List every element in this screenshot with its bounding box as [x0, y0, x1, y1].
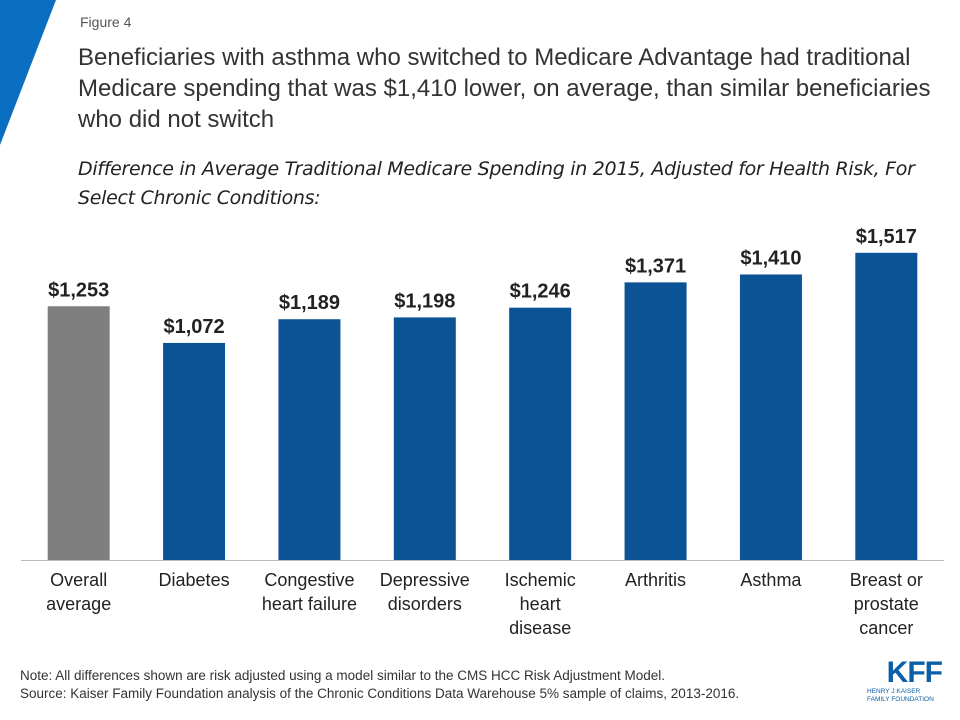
value-label: $1,189: [279, 292, 340, 314]
value-label: $1,410: [740, 247, 801, 269]
note: Note: All differences shown are risk adj…: [20, 668, 666, 683]
bar: [855, 252, 918, 560]
logo-subtitle: HENRY J KAISER FAMILY FOUNDATION: [867, 688, 934, 703]
x-tick-label: Arthritis: [625, 570, 687, 590]
bar: [393, 317, 456, 560]
value-label: $1,072: [163, 316, 224, 338]
value-label: $1,246: [510, 281, 571, 303]
x-tick-label: Ischemic heart disease: [504, 570, 576, 638]
corner-decoration: [0, 0, 56, 145]
chart-title: Beneficiaries with asthma who switched t…: [78, 44, 931, 133]
x-tick-label: Depressive disorders: [379, 570, 470, 614]
value-label: $1,371: [625, 255, 686, 277]
source: Source: Kaiser Family Foundation analysi…: [20, 686, 740, 701]
value-label: $1,198: [394, 290, 455, 312]
logo: KFF: [886, 656, 943, 689]
bar: [278, 319, 341, 560]
bar: [624, 282, 687, 560]
figure-label: Figure 4: [80, 14, 132, 30]
x-tick-label: Overall average: [46, 570, 112, 614]
bar: [163, 342, 226, 560]
x-tick-label: Asthma: [740, 570, 802, 590]
x-tick-label: Congestive heart failure: [261, 570, 357, 614]
x-tick-label: Diabetes: [158, 570, 230, 590]
bar: [509, 307, 572, 560]
bar: [739, 274, 802, 560]
bar: [47, 306, 110, 560]
value-label: $1,253: [48, 279, 109, 301]
chart-subtitle: Difference in Average Traditional Medica…: [78, 158, 915, 209]
x-tick-label: Breast or prostate cancer: [849, 570, 923, 638]
value-label: $1,517: [856, 226, 917, 248]
